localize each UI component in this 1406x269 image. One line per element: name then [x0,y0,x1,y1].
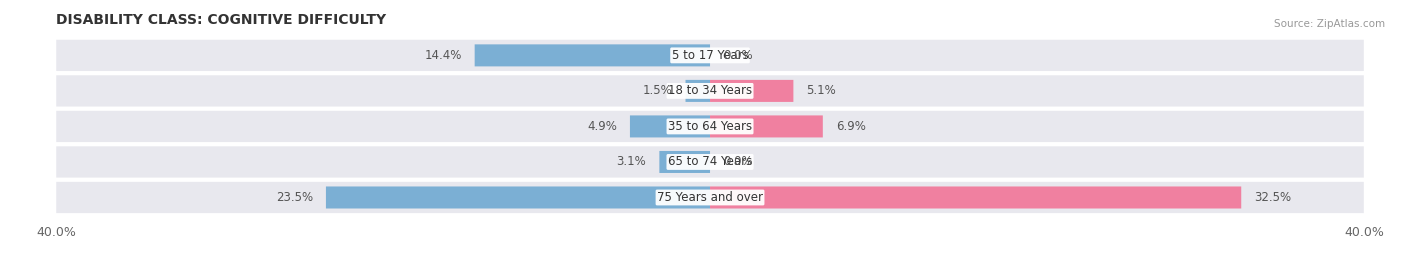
Text: 0.0%: 0.0% [723,155,752,168]
Text: 23.5%: 23.5% [276,191,314,204]
FancyBboxPatch shape [659,151,710,173]
FancyBboxPatch shape [56,40,1364,71]
Text: Source: ZipAtlas.com: Source: ZipAtlas.com [1274,19,1385,29]
FancyBboxPatch shape [56,111,1364,142]
Text: 3.1%: 3.1% [617,155,647,168]
FancyBboxPatch shape [56,182,1364,213]
FancyBboxPatch shape [630,115,710,137]
Text: 75 Years and over: 75 Years and over [657,191,763,204]
FancyBboxPatch shape [56,146,1364,178]
Text: DISABILITY CLASS: COGNITIVE DIFFICULTY: DISABILITY CLASS: COGNITIVE DIFFICULTY [56,13,387,27]
Text: 18 to 34 Years: 18 to 34 Years [668,84,752,97]
Text: 5 to 17 Years: 5 to 17 Years [672,49,748,62]
Text: 35 to 64 Years: 35 to 64 Years [668,120,752,133]
Text: 0.0%: 0.0% [723,49,752,62]
Text: 14.4%: 14.4% [425,49,461,62]
FancyBboxPatch shape [710,186,1241,208]
FancyBboxPatch shape [710,80,793,102]
Text: 32.5%: 32.5% [1254,191,1292,204]
Text: 4.9%: 4.9% [586,120,617,133]
FancyBboxPatch shape [686,80,710,102]
Text: 6.9%: 6.9% [837,120,866,133]
FancyBboxPatch shape [710,115,823,137]
Legend: Male, Female: Male, Female [650,264,770,269]
FancyBboxPatch shape [56,75,1364,107]
Text: 5.1%: 5.1% [807,84,837,97]
Text: 1.5%: 1.5% [643,84,672,97]
Text: 65 to 74 Years: 65 to 74 Years [668,155,752,168]
FancyBboxPatch shape [326,186,710,208]
FancyBboxPatch shape [475,44,710,66]
